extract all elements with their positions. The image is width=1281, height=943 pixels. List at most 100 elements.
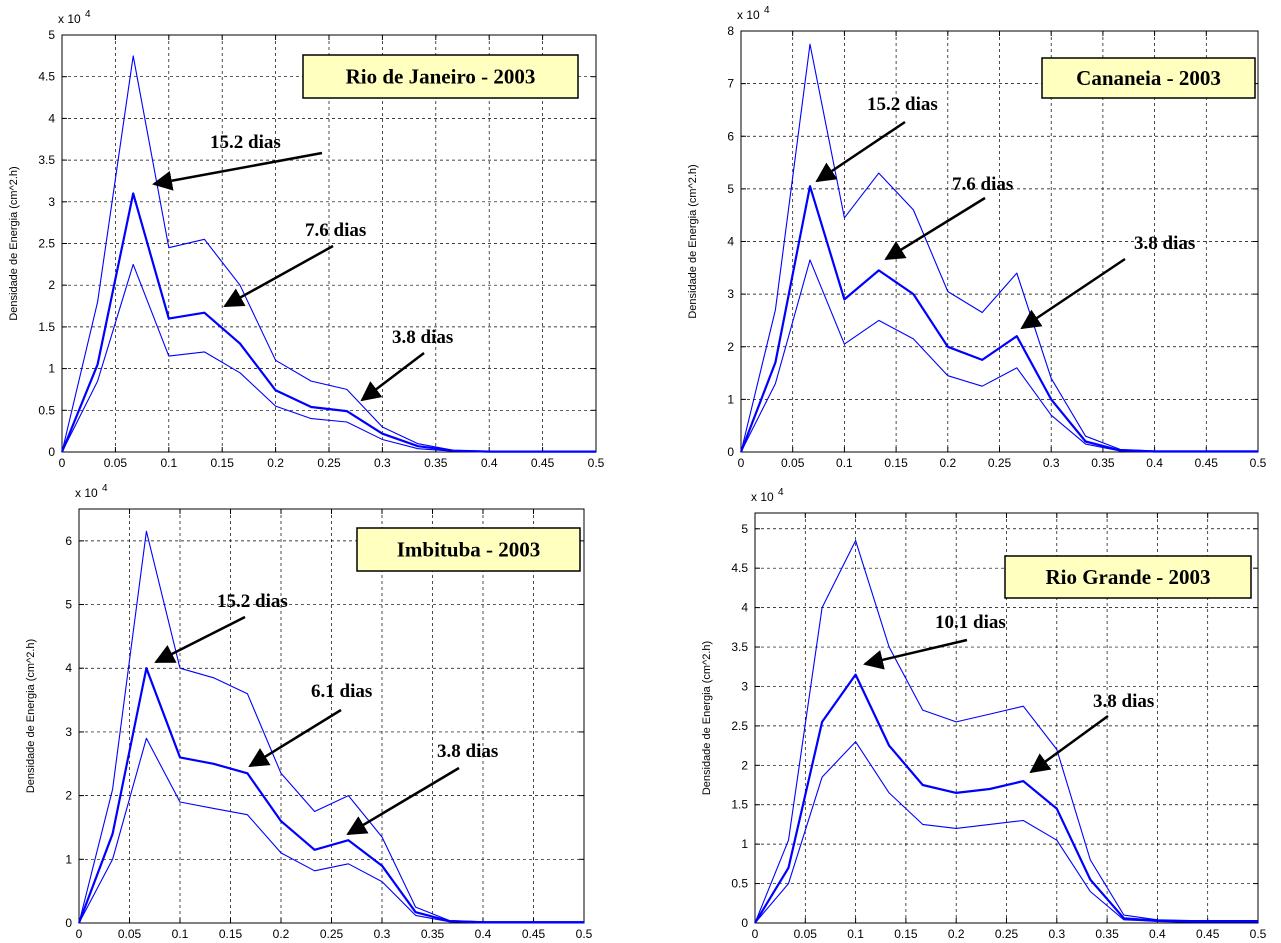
x-tick-label: 0.1 (836, 456, 853, 470)
y-tick-label: 6 (727, 129, 734, 143)
x-tick-label: 0.5 (1250, 456, 1267, 470)
y-tick-label: 2 (48, 278, 55, 292)
peak-annotation-label: 3.8 dias (437, 741, 498, 762)
y-tick-label: 1.5 (731, 798, 748, 812)
title-box (302, 54, 579, 99)
x-tick-label: 0 (738, 456, 745, 470)
peak-annotation-label: 15.2 dias (867, 94, 938, 115)
peak-annotation-label: 3.8 dias (392, 327, 453, 348)
annotation-arrow (884, 196, 986, 261)
series-line-3 (78, 737, 584, 924)
x-tick-label: 0.4 (1149, 927, 1166, 941)
chart-panel-4: 0 0.05 0.1 0.15 0.2 0.25 0.3 0.35 0.4 0.45 0.5 0 0.5… (701, 487, 1267, 941)
x-tick-label: 0.15 (219, 927, 243, 941)
y-axis-label: Densidade de Energia (cm^2.h) (687, 164, 699, 318)
x-tick-label: 0.5 (576, 927, 593, 941)
chart-title: Rio de Janeiro - 2003 (346, 65, 536, 89)
series-line-3 (740, 259, 1258, 453)
x-tick-label: 0.3 (374, 456, 391, 470)
x-tick-label: 0.25 (320, 927, 344, 941)
axes-box (754, 512, 1259, 924)
y-multiplier-exponent: 4 (764, 5, 770, 16)
y-tick-label: 5 (727, 182, 734, 196)
x-tick-label: 0.2 (267, 456, 284, 470)
chart-panel-1: 0 0.05 0.1 0.15 0.2 0.25 0.3 0.35 0.4 0.45 0.5 0 0.5… (8, 9, 605, 470)
x-tick-label: 0.35 (1095, 927, 1119, 941)
peak-annotation-label: 15.2 dias (217, 591, 288, 612)
y-tick-label: 1 (741, 837, 748, 851)
peak-annotation-label: 6.1 dias (311, 681, 372, 702)
axes-box (78, 508, 585, 924)
annotation-arrow (248, 708, 342, 768)
x-tick-label: 0 (59, 456, 66, 470)
y-tick-label: 2.5 (731, 719, 748, 733)
peak-annotation-label: 15.2 dias (210, 132, 281, 153)
y-tick-label: 5 (65, 598, 72, 612)
chart-panel-2: 0 0.05 0.1 0.15 0.2 0.25 0.3 0.35 0.4 0.45 0.5 0 1 2 3… (687, 5, 1267, 470)
x-tick-label: 0.15 (894, 927, 918, 941)
chart-title: Imbituba - 2003 (397, 538, 541, 562)
y-tick-label: 7 (727, 77, 734, 91)
y-axis-label: Densidade de Energia (cm^2.h) (701, 641, 713, 795)
x-tick-label: 0.4 (481, 456, 498, 470)
y-tick-label: 0 (727, 445, 734, 459)
x-tick-label: 0.5 (588, 456, 605, 470)
y-tick-label: 2.5 (38, 237, 55, 251)
y-multiplier: x 10 (58, 12, 81, 26)
x-tick-label: 0.1 (847, 927, 864, 941)
title-box (1041, 57, 1256, 99)
y-tick-label: 1 (65, 852, 72, 866)
x-tick-label: 0.25 (995, 927, 1019, 941)
x-tick-label: 0 (76, 927, 83, 941)
series-line-3 (61, 263, 596, 453)
x-tick-label: 0.1 (172, 927, 189, 941)
y-tick-label: 3.5 (731, 640, 748, 654)
annotation-arrow (863, 638, 968, 670)
x-tick-label: 0.05 (781, 456, 805, 470)
x-tick-label: 0.45 (522, 927, 546, 941)
y-tick-label: 4.5 (731, 561, 748, 575)
y-tick-label: 0.5 (731, 877, 748, 891)
x-tick-label: 0.45 (531, 456, 555, 470)
chart-panel-3: 0 0.05 0.1 0.15 0.2 0.25 0.3 0.35 0.4 0.45 0.5 0 1 2 3… (25, 483, 593, 941)
series-line-2 (754, 673, 1258, 924)
y-tick-label: 4 (65, 661, 72, 675)
x-tick-label: 0.3 (1043, 456, 1060, 470)
y-tick-label: 5 (741, 522, 748, 536)
x-tick-label: 0.05 (104, 456, 128, 470)
axes-box (61, 34, 597, 453)
annotation-arrow (1029, 714, 1109, 774)
y-tick-label: 4 (48, 111, 55, 125)
series-line-3 (754, 741, 1258, 924)
chart-title: Cananeia - 2003 (1076, 66, 1221, 90)
x-tick-label: 0.45 (1195, 456, 1219, 470)
x-tick-label: 0.1 (160, 456, 177, 470)
peak-annotation-label: 3.8 dias (1134, 233, 1195, 254)
annotation-arrow (154, 615, 246, 664)
x-tick-label: 0.3 (1048, 927, 1065, 941)
y-axis-label: Densidade de Energia (cm^2.h) (8, 166, 20, 320)
annotation-arrow (223, 244, 334, 308)
x-tick-label: 0.3 (374, 927, 391, 941)
y-tick-label: 4 (741, 601, 748, 615)
x-tick-label: 0.35 (421, 927, 445, 941)
y-tick-label: 0.5 (38, 403, 55, 417)
x-tick-label: 0 (752, 927, 759, 941)
y-tick-label: 2 (65, 789, 72, 803)
x-tick-label: 0.05 (794, 927, 818, 941)
x-tick-label: 0.4 (475, 927, 492, 941)
y-tick-label: 0 (65, 916, 72, 930)
y-tick-label: 5 (48, 28, 55, 42)
axes-box (740, 30, 1259, 453)
annotation-arrow (152, 151, 323, 191)
y-tick-label: 8 (727, 24, 734, 38)
y-tick-label: 2 (727, 340, 734, 354)
y-multiplier: x 10 (751, 490, 774, 504)
y-axis-label: Densidade de Energia (cm^2.h) (25, 639, 37, 793)
peak-annotation-label: 7.6 dias (952, 174, 1013, 195)
x-tick-label: 0.25 (988, 456, 1012, 470)
y-multiplier: x 10 (737, 8, 760, 22)
x-tick-label: 0.5 (1250, 927, 1267, 941)
x-tick-label: 0.05 (118, 927, 142, 941)
